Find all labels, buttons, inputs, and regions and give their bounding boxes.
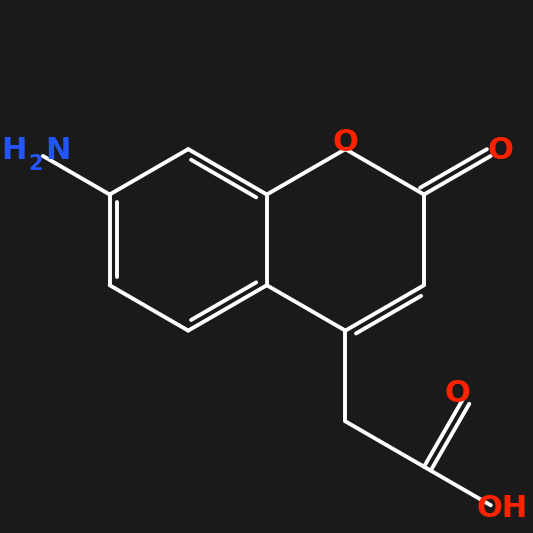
Text: N: N [45,136,70,165]
Text: 2: 2 [28,154,43,174]
Text: O: O [333,128,358,157]
Text: O: O [445,379,470,408]
Text: O: O [488,136,513,165]
Text: OH: OH [477,494,528,523]
Text: H: H [1,136,27,165]
